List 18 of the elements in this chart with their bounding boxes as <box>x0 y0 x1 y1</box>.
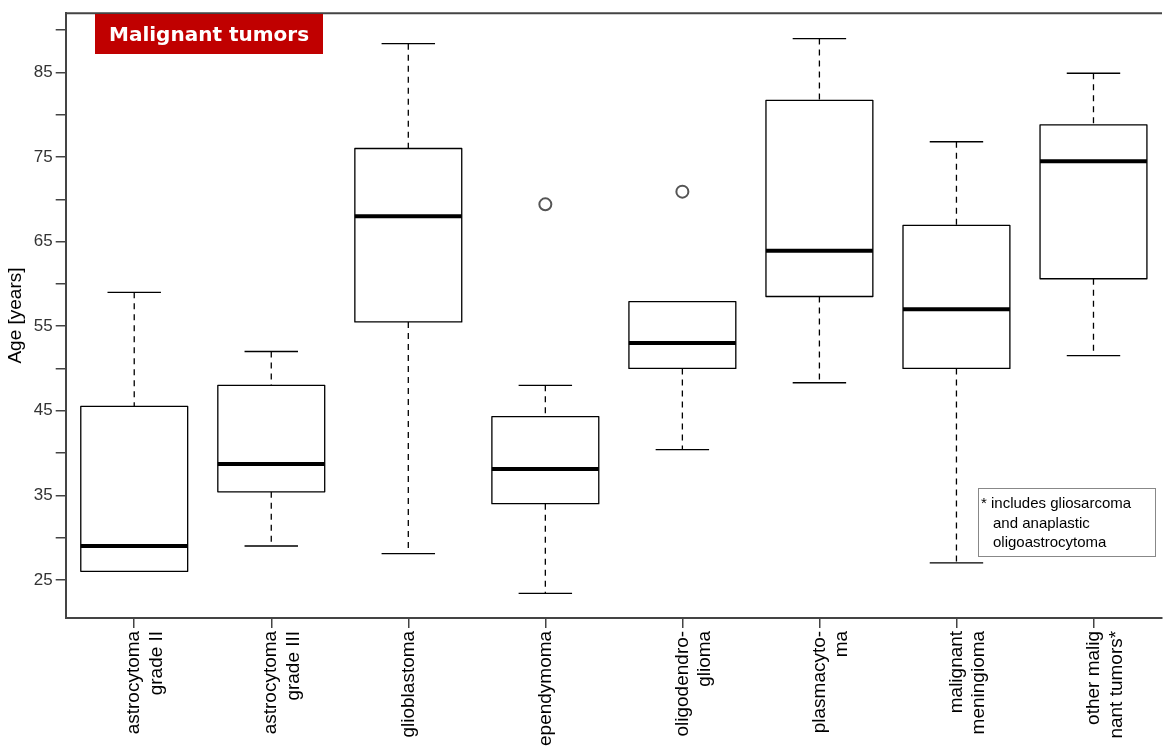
y-axis-title: Age [years] <box>3 267 25 364</box>
x-tick-label: malignant meningioma <box>944 630 989 735</box>
annotation: * includes gliosarcoma and anaplastic oligoastrocytoma <box>978 488 1156 557</box>
x-tick-label: glioblastoma <box>396 630 418 738</box>
y-tick-label: 35 <box>33 484 53 504</box>
x-tick-label: oligodendro- glioma <box>670 630 715 737</box>
y-tick-label: 55 <box>33 315 53 335</box>
y-tick-label: 85 <box>33 62 53 82</box>
x-tick-label: astrocytoma grade III <box>259 630 304 735</box>
text: Malignant tumors <box>95 14 324 54</box>
x-tick-label: plasmacyto- ma <box>807 630 852 734</box>
x-tick-label: ependymoma <box>533 630 555 746</box>
y-tick-label: 65 <box>33 231 53 251</box>
x-tick-label: other malig nant tumors* <box>1081 630 1126 739</box>
x-tick-label: astrocytoma grade II <box>122 630 167 735</box>
y-tick-label: 75 <box>33 146 53 166</box>
y-tick-label: 25 <box>33 569 53 589</box>
y-tick-label: 45 <box>33 400 53 420</box>
